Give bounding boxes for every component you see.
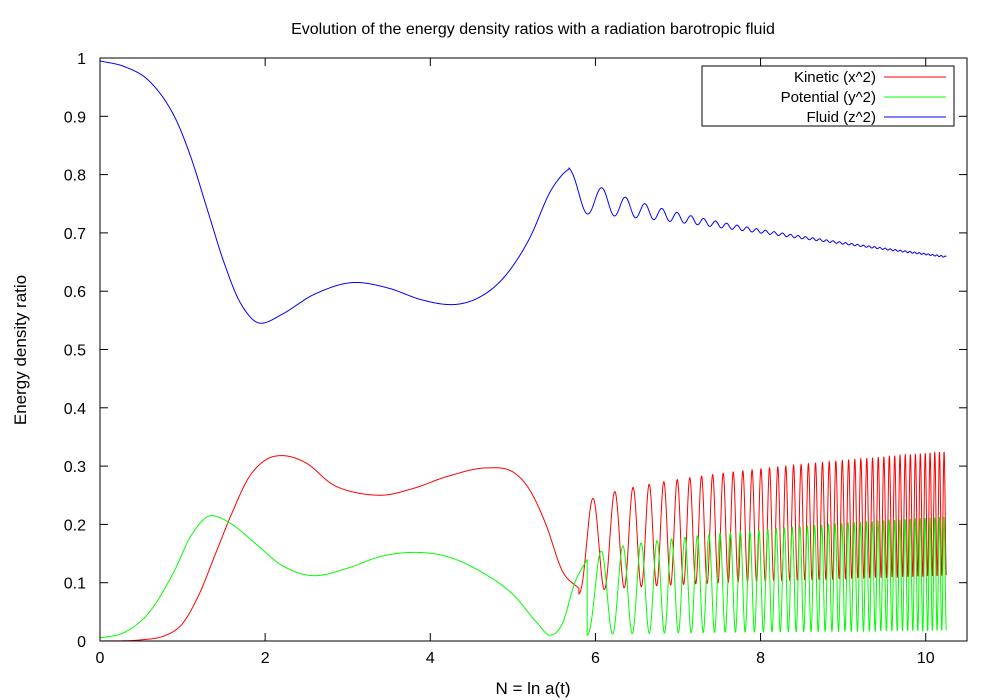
y-tick-label: 1	[77, 51, 86, 68]
x-tick-label: 2	[261, 650, 270, 667]
y-tick-label: 0.5	[64, 343, 86, 360]
y-tick-label: 0.2	[64, 517, 86, 534]
y-tick-label: 0.1	[64, 576, 86, 593]
y-axis-label: Energy density ratio	[11, 275, 30, 425]
series-line-fluid	[99, 60, 947, 324]
y-tick-label: 0.8	[64, 168, 86, 185]
x-tick-label: 10	[917, 650, 935, 667]
y-tick-label: 0.3	[64, 459, 86, 476]
y-tick-label: 0.6	[64, 284, 86, 301]
legend-box	[701, 65, 955, 127]
series-line-kinetic	[99, 451, 947, 642]
y-tick-label: 0.4	[64, 401, 86, 418]
y-tick-label: 0.9	[64, 109, 86, 126]
y-tick-label: 0.7	[64, 226, 86, 243]
plot-frame	[99, 57, 968, 642]
legend: Kinetic (x^2) Potential (y^2) Fluid (z^2…	[701, 65, 955, 127]
x-axis-label: N = ln a(t)	[495, 679, 570, 698]
x-tick-label: 4	[426, 650, 435, 667]
chart-title: Evolution of the energy density ratios w…	[291, 21, 775, 38]
x-tick-label: 0	[96, 650, 105, 667]
legend-label-fluid: Fluid (z^2)	[806, 109, 876, 126]
x-tick-label: 8	[756, 650, 765, 667]
axis-ticks: 0 2 4 6 8 10 0 0.1 0.2 0.3 0.4 0.5 0.6 0.7 0.8 0.9 1	[64, 51, 967, 667]
legend-label-potential: Potential (y^2)	[781, 89, 876, 106]
series-line-potential	[99, 515, 947, 639]
plot-series	[99, 60, 947, 642]
legend-label-kinetic: Kinetic (x^2)	[794, 69, 876, 86]
x-tick-label: 6	[591, 650, 600, 667]
y-tick-label: 0	[77, 634, 86, 651]
